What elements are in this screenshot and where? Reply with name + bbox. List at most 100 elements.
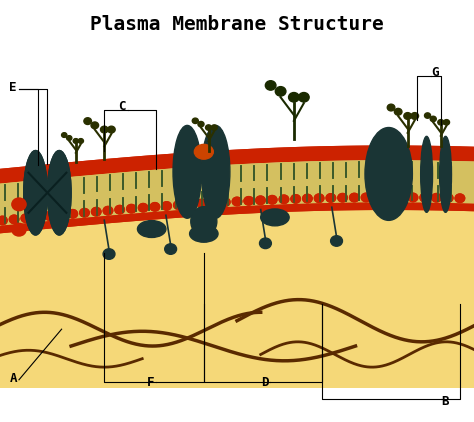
Ellipse shape (137, 221, 166, 238)
Circle shape (267, 195, 277, 204)
Circle shape (209, 199, 219, 207)
Circle shape (373, 193, 383, 202)
Text: E: E (9, 81, 17, 94)
Circle shape (173, 154, 184, 165)
Ellipse shape (191, 207, 217, 236)
Circle shape (138, 203, 148, 212)
Polygon shape (0, 146, 474, 184)
FancyBboxPatch shape (0, 169, 474, 388)
Circle shape (279, 195, 289, 203)
Circle shape (348, 147, 360, 157)
Polygon shape (0, 160, 474, 226)
Circle shape (361, 193, 371, 202)
Circle shape (361, 193, 371, 202)
Ellipse shape (201, 125, 230, 218)
Circle shape (108, 126, 115, 133)
Circle shape (337, 147, 348, 157)
Circle shape (115, 206, 124, 214)
Circle shape (56, 211, 66, 219)
Circle shape (407, 147, 419, 157)
Circle shape (231, 151, 243, 161)
Circle shape (420, 193, 429, 202)
Circle shape (326, 194, 336, 202)
Circle shape (372, 147, 383, 157)
Ellipse shape (47, 151, 71, 235)
Circle shape (267, 195, 277, 204)
Circle shape (430, 116, 436, 122)
Circle shape (326, 194, 336, 202)
Ellipse shape (439, 136, 451, 212)
Circle shape (12, 223, 26, 236)
Circle shape (232, 197, 242, 206)
Circle shape (68, 210, 78, 218)
Circle shape (0, 170, 8, 180)
Circle shape (266, 149, 278, 159)
Circle shape (161, 155, 173, 165)
Circle shape (432, 194, 441, 202)
Circle shape (394, 108, 402, 115)
Circle shape (349, 193, 359, 202)
Circle shape (67, 163, 79, 173)
Circle shape (114, 159, 125, 169)
Circle shape (444, 119, 449, 125)
Circle shape (173, 154, 184, 165)
Circle shape (384, 147, 395, 157)
Circle shape (408, 193, 418, 202)
Circle shape (455, 194, 465, 203)
Text: B: B (441, 395, 448, 408)
Circle shape (255, 150, 266, 160)
Circle shape (395, 147, 407, 157)
Circle shape (219, 151, 231, 162)
Circle shape (454, 148, 465, 158)
Circle shape (162, 202, 172, 210)
Circle shape (443, 147, 454, 157)
Circle shape (126, 158, 137, 168)
Circle shape (184, 154, 196, 164)
Circle shape (314, 194, 324, 203)
Polygon shape (0, 203, 474, 233)
Circle shape (45, 212, 54, 220)
Ellipse shape (164, 244, 176, 254)
Circle shape (291, 195, 301, 203)
Circle shape (127, 205, 136, 213)
FancyBboxPatch shape (0, 13, 474, 160)
Circle shape (162, 202, 172, 210)
Circle shape (91, 208, 101, 216)
Circle shape (55, 164, 67, 174)
Circle shape (12, 198, 26, 211)
Circle shape (0, 216, 7, 225)
Circle shape (9, 215, 19, 224)
Circle shape (127, 205, 136, 213)
Circle shape (150, 203, 160, 211)
Circle shape (91, 161, 102, 171)
Text: F: F (147, 376, 155, 389)
Circle shape (184, 154, 196, 164)
Circle shape (220, 198, 230, 206)
Circle shape (185, 200, 195, 208)
Circle shape (275, 87, 286, 96)
Circle shape (102, 160, 114, 170)
Circle shape (443, 147, 454, 157)
Circle shape (372, 147, 383, 157)
Circle shape (408, 193, 418, 202)
Circle shape (115, 206, 124, 214)
Circle shape (232, 197, 242, 206)
Circle shape (45, 212, 54, 220)
Circle shape (407, 147, 419, 157)
Circle shape (314, 194, 324, 203)
Circle shape (100, 126, 108, 133)
Circle shape (9, 169, 20, 179)
Circle shape (289, 92, 299, 102)
Circle shape (256, 196, 265, 205)
Circle shape (432, 194, 441, 202)
Circle shape (32, 166, 43, 176)
Circle shape (360, 147, 372, 157)
Ellipse shape (24, 151, 47, 235)
Ellipse shape (261, 209, 289, 226)
Circle shape (244, 197, 254, 205)
Circle shape (419, 147, 430, 157)
Circle shape (279, 195, 289, 203)
Circle shape (84, 118, 91, 124)
Circle shape (80, 208, 89, 217)
Circle shape (384, 147, 395, 157)
